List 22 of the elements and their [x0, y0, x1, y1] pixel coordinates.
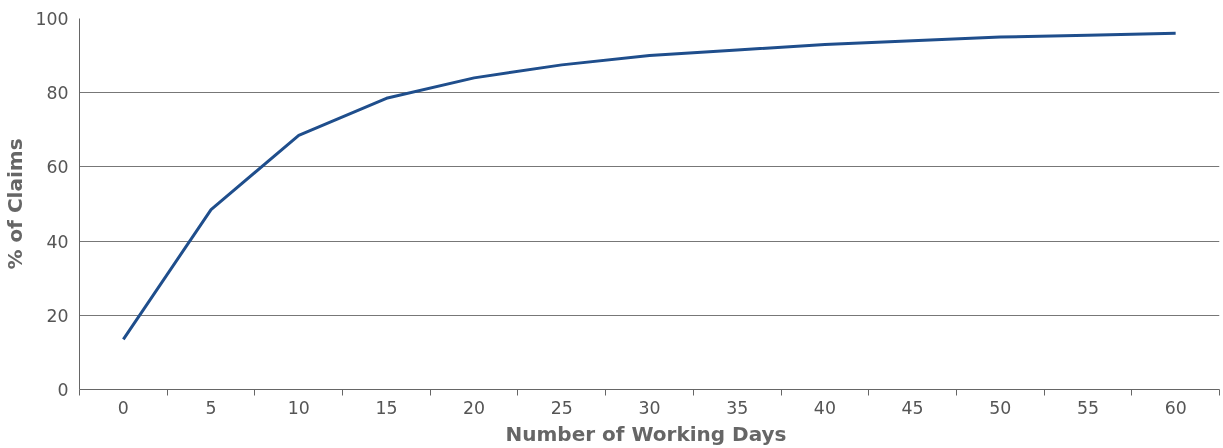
x-tick-label: 60 [1164, 397, 1187, 418]
y-tick-label: 60 [46, 157, 69, 178]
x-tick-label: 30 [638, 397, 661, 418]
y-tick-label: 0 [57, 380, 69, 400]
x-tick-label: 35 [726, 397, 749, 418]
x-tick-label: 5 [205, 397, 217, 418]
y-tick-label: 80 [46, 83, 69, 104]
y-tick-label: 40 [46, 231, 69, 252]
x-tick-label: 40 [813, 397, 836, 418]
x-tick-label: 55 [1076, 397, 1099, 418]
x-axis-title: Number of Working Days [505, 421, 787, 446]
x-tick-label: 25 [550, 397, 573, 418]
x-tick-label: 0 [117, 397, 129, 418]
line-series [121, 31, 1178, 341]
x-tick-label: 10 [287, 397, 310, 418]
y-axis-title: % of Claims [3, 138, 28, 270]
x-tick-label: 15 [375, 397, 398, 418]
x-tick-label: 20 [463, 397, 486, 418]
x-tick-label: 50 [989, 397, 1012, 418]
y-tick-label: 20 [46, 305, 69, 326]
x-tick-label: 45 [901, 397, 924, 418]
y-tick-label: 100 [35, 9, 69, 29]
